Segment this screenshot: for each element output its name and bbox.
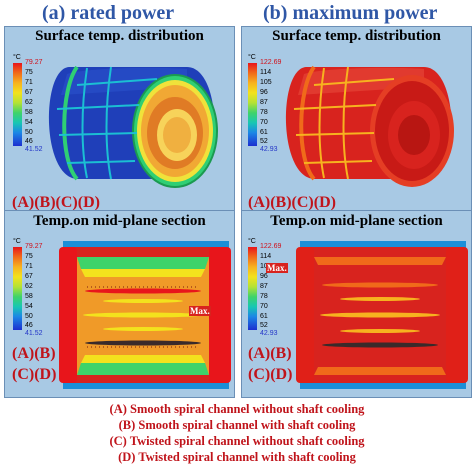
legend-tick: 54 (25, 303, 33, 310)
legend-tick: 46 (25, 322, 33, 329)
legend-tick: 87 (260, 283, 268, 290)
legend-tick: 71 (25, 263, 33, 270)
max-marker-maximum: Max. (266, 263, 288, 273)
legend-tick: 70 (260, 303, 268, 310)
case-tag-cd: (C)(D) (248, 366, 293, 383)
caption-a: (A) Smooth spiral channel without shaft … (109, 402, 365, 416)
legend-tick: 96 (260, 273, 268, 280)
rated-power-title: (a) rated power (42, 2, 175, 24)
legend-max-value: 122.69 (260, 59, 282, 66)
legend-tick: 114 (260, 69, 272, 76)
legend-tick: 50 (25, 129, 33, 136)
legend-tick: 62 (25, 283, 33, 290)
legend-tick: 62 (25, 99, 33, 106)
legend-tick: 67 (25, 273, 33, 280)
case-tag-abcd: (A)(B)(C)(D) (12, 194, 100, 211)
legend-max-value: 79.27 (25, 243, 43, 250)
legend-tick: 70 (260, 119, 268, 126)
legend-tick: 54 (25, 119, 33, 126)
legend-tick: 46 (25, 138, 33, 145)
section-render-rated (59, 241, 231, 389)
legend-tick: 75 (25, 253, 33, 260)
legend-tick: 58 (25, 293, 33, 300)
cylinder-render-rated (48, 65, 218, 188)
legend-tick: 114 (260, 253, 272, 260)
section-title-rated: Temp.on mid-plane section (33, 213, 206, 229)
legend-unit: °C (248, 238, 256, 245)
legend-min-value: 42.93 (260, 330, 278, 337)
legend-tick: 61 (260, 129, 268, 136)
legend-unit: °C (13, 238, 21, 245)
color-scale-bar (13, 247, 22, 330)
section-panel-maximum: Temp.on mid-plane section °C 122.69 114 … (241, 210, 472, 398)
legend-tick: 52 (260, 138, 268, 145)
maximum-power-title: (b) maximum power (263, 2, 438, 24)
case-tag-cd: (C)(D) (12, 366, 57, 383)
case-tag-ab: (A)(B) (12, 345, 56, 362)
section-render-maximum (296, 241, 468, 389)
surface-panel-rated: Surface temp. distribution °C 79.27 75 7… (4, 26, 235, 226)
legend-tick: 105 (260, 263, 272, 270)
surface-title-maximum: Surface temp. distribution (272, 28, 441, 44)
legend-tick: 96 (260, 89, 268, 96)
legend-min-value: 41.52 (25, 146, 43, 153)
legend-tick: 50 (25, 313, 33, 320)
section-title-maximum: Temp.on mid-plane section (270, 213, 443, 229)
max-marker-rated: Max. (189, 306, 211, 316)
legend-tick: 71 (25, 79, 33, 86)
legend-min-value: 41.52 (25, 330, 43, 337)
legend-tick: 58 (25, 109, 33, 116)
legend-tick: 78 (260, 109, 268, 116)
legend-unit: °C (248, 54, 256, 61)
case-tag-abcd: (A)(B)(C)(D) (248, 194, 336, 211)
case-legend: (A) Smooth spiral channel without shaft … (0, 401, 474, 465)
surface-title-rated: Surface temp. distribution (35, 28, 204, 44)
legend-unit: °C (13, 54, 21, 61)
legend-tick: 61 (260, 313, 268, 320)
legend-tick: 78 (260, 293, 268, 300)
legend-tick: 52 (260, 322, 268, 329)
caption-d: (D) Twisted spiral channel with shaft co… (118, 450, 356, 464)
case-tag-ab: (A)(B) (248, 345, 292, 362)
caption-c: (C) Twisted spiral channel without shaft… (109, 434, 365, 448)
legend-tick: 75 (25, 69, 33, 76)
legend-max-value: 122.69 (260, 243, 282, 250)
cylinder-render-maximum (285, 65, 454, 187)
color-scale-bar (13, 63, 22, 146)
color-scale-bar (248, 247, 257, 330)
color-scale-bar (248, 63, 257, 146)
section-panel-rated: Temp.on mid-plane section °C 79.27 75 71… (4, 210, 235, 398)
legend-tick: 67 (25, 89, 33, 96)
legend-tick: 87 (260, 99, 268, 106)
legend-tick: 105 (260, 79, 272, 86)
surface-panel-maximum: Surface temp. distribution °C 122.69 114… (241, 26, 472, 226)
caption-b: (B) Smooth spiral channel with shaft coo… (118, 418, 356, 432)
legend-max-value: 79.27 (25, 59, 43, 66)
legend-min-value: 42.93 (260, 146, 278, 153)
